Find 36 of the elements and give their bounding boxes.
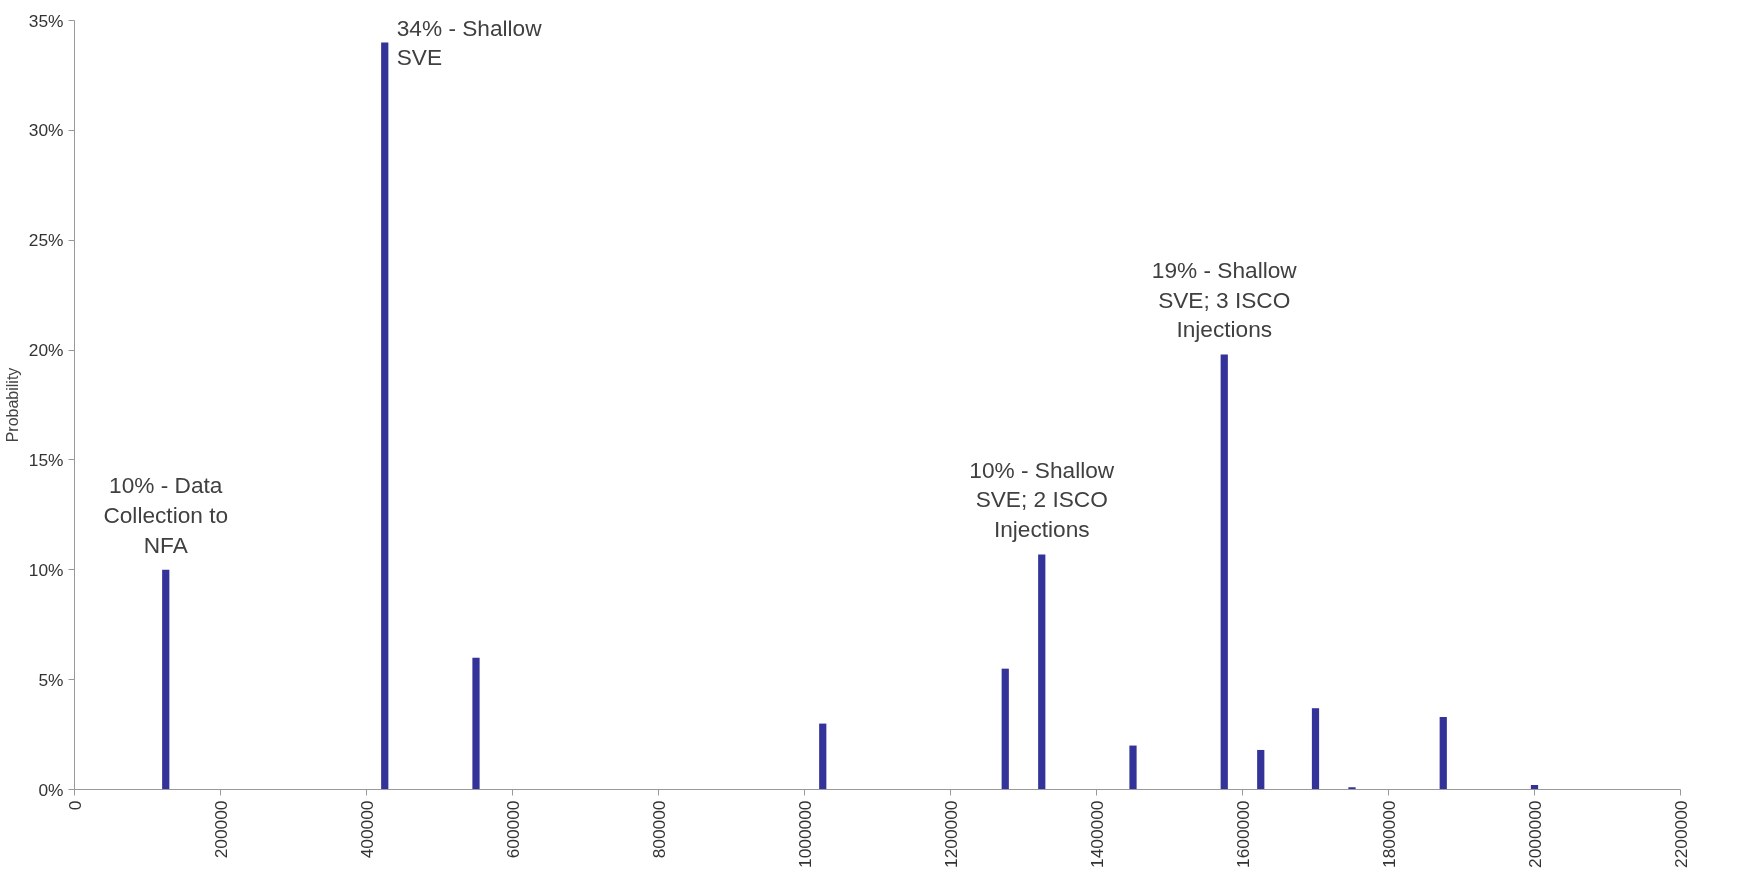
bar	[1220, 354, 1228, 790]
x-tick-label: 400000	[356, 800, 377, 859]
bar	[1257, 749, 1265, 790]
x-tick-label: 200000	[210, 800, 231, 859]
y-tick-label: 0%	[38, 779, 64, 800]
annotation: 10% - Shallow SVE; 2 ISCO Injections	[969, 456, 1115, 543]
bar	[1129, 745, 1137, 790]
y-axis-title: Probability	[3, 367, 21, 443]
y-tick-label: 35%	[28, 10, 64, 31]
y-tick-label: 25%	[28, 230, 64, 251]
bar	[1439, 716, 1447, 790]
x-tick-label: 1400000	[1086, 800, 1107, 868]
x-tick-label: 0	[64, 800, 85, 811]
bar	[1311, 708, 1320, 790]
x-tick-label: 1000000	[794, 800, 815, 868]
x-tick-label: 1200000	[940, 800, 961, 868]
x-tick-label: 2000000	[1524, 800, 1545, 868]
annotation: 10% - Data Collection to NFA	[103, 471, 229, 558]
y-tick-label: 30%	[28, 120, 64, 141]
bar	[1001, 668, 1009, 790]
bar	[1348, 787, 1356, 790]
annotation: 19% - Shallow SVE; 3 ISCO Injections	[1151, 256, 1298, 343]
x-tick-label: 1800000	[1378, 800, 1399, 868]
y-tick-label: 20%	[28, 340, 64, 361]
bar	[819, 723, 827, 790]
bar	[1038, 554, 1046, 790]
x-tick-label: 2200000	[1670, 800, 1691, 868]
bar	[472, 657, 480, 790]
bar	[162, 569, 170, 790]
x-tick-label: 800000	[648, 800, 669, 859]
y-tick-label: 5%	[38, 669, 64, 690]
x-tick-label: 1600000	[1232, 800, 1253, 868]
x-tick-label: 600000	[502, 800, 523, 859]
bar	[381, 42, 389, 790]
y-tick-label: 10%	[28, 559, 64, 580]
y-tick-label: 15%	[28, 449, 64, 470]
